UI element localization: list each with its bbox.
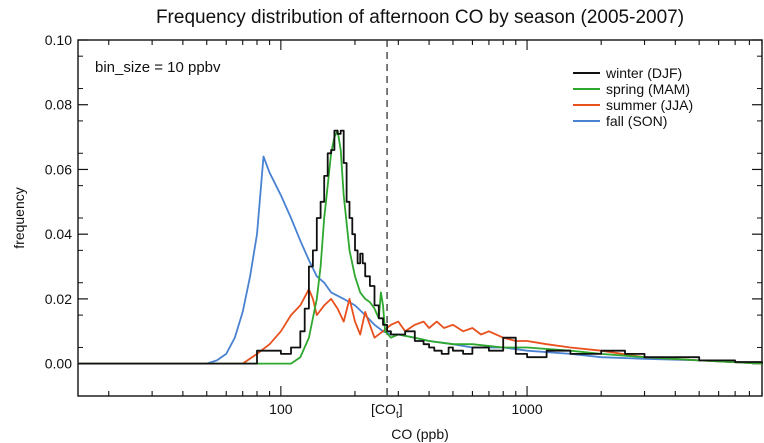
y-tick-label-1: 0.02: [45, 291, 72, 307]
series-line-1: [78, 129, 763, 365]
y-axis-label: frequency: [11, 187, 27, 248]
x-tick-label-1: 1000: [511, 401, 542, 417]
series-line-0: [78, 129, 763, 365]
x-axis: 100 1000: [108, 40, 763, 417]
x-axis-label: CO (ppb): [391, 426, 449, 442]
y-tick-label-5: 0.10: [45, 32, 72, 48]
legend-label-2: summer (JJA): [606, 97, 693, 113]
bin-size-annotation: bin_size = 10 ppbv: [95, 59, 221, 76]
legend-label-3: fall (SON): [606, 113, 667, 129]
y-tick-label-4: 0.08: [45, 97, 72, 113]
y-tick-label-2: 0.04: [45, 226, 72, 242]
series-group: [78, 129, 763, 365]
y-tick-label-0: 0.00: [45, 356, 72, 372]
legend-label-1: spring (MAM): [606, 81, 690, 97]
chart-title: Frequency distribution of afternoon CO b…: [156, 7, 684, 28]
y-axis: 0.00 0.02 0.04 0.06 0.08 0.10: [45, 32, 762, 372]
x-tick-label-0: 100: [269, 401, 293, 417]
reference-line-group: [COt]: [371, 40, 403, 421]
series-line-3: [78, 155, 763, 365]
reference-line-label: [COt]: [371, 401, 403, 421]
legend: winter (DJF)spring (MAM)summer (JJA)fall…: [573, 65, 693, 129]
series-line-2: [78, 288, 763, 365]
legend-label-0: winter (DJF): [605, 65, 682, 81]
y-tick-label-3: 0.06: [45, 161, 72, 177]
